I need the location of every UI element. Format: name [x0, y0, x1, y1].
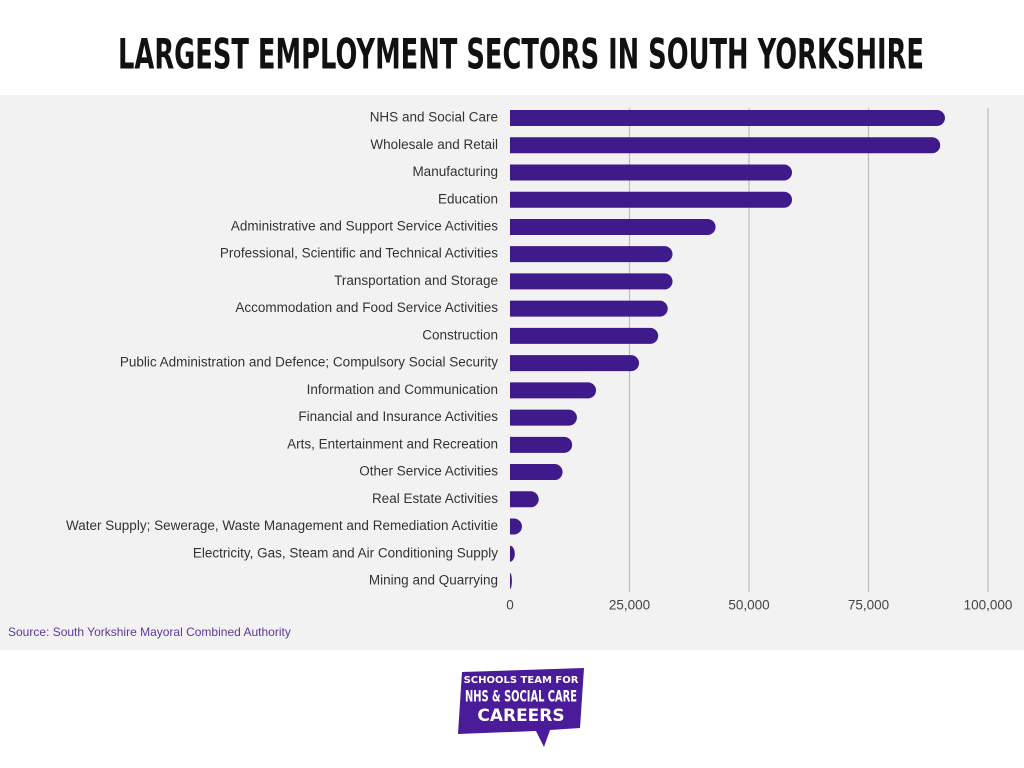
bar	[510, 382, 597, 399]
y-tick-label: Water Supply; Sewerage, Waste Management…	[66, 518, 498, 533]
bar	[510, 573, 512, 589]
logo: SCHOOLS TEAM FOR NHS & SOCIAL CARE CAREE…	[458, 668, 584, 747]
x-tick-label: 50,000	[728, 598, 769, 613]
bar	[510, 110, 945, 126]
logo-line: SCHOOLS TEAM FOR	[464, 675, 579, 686]
bar	[510, 436, 573, 453]
y-tick-label: Arts, Entertainment and Recreation	[287, 436, 498, 451]
bar	[510, 327, 659, 344]
y-tick-label: Real Estate Activities	[372, 491, 498, 506]
logo-badge	[458, 668, 584, 747]
bar	[510, 273, 673, 290]
bar	[510, 355, 640, 372]
bar	[510, 300, 668, 317]
bar	[510, 218, 716, 235]
y-tick-label: Public Administration and Defence; Compu…	[120, 355, 498, 370]
y-tick-label: Construction	[422, 327, 498, 342]
bar	[510, 545, 515, 562]
y-tick-label: Financial and Insurance Activities	[298, 409, 498, 424]
bar	[510, 137, 941, 154]
bar	[510, 191, 793, 208]
y-tick-label: Education	[438, 191, 498, 206]
bar	[510, 164, 793, 181]
chart-title: LARGEST EMPLOYMENT SECTORS IN SOUTH YORK…	[118, 30, 924, 79]
y-tick-label: Wholesale and Retail	[370, 137, 498, 152]
y-tick-label: Information and Communication	[307, 382, 498, 397]
bar	[510, 464, 563, 481]
bar	[510, 491, 539, 508]
x-tick-label: 0	[506, 598, 514, 613]
y-tick-label: Transportation and Storage	[334, 273, 498, 288]
source: Source: South Yorkshire Mayoral Combined…	[8, 625, 291, 639]
y-tick-label: Manufacturing	[412, 164, 498, 179]
bar	[510, 409, 577, 426]
y-tick-label: Professional, Scientific and Technical A…	[220, 246, 498, 261]
bar	[510, 246, 673, 263]
x-tick-label: 25,000	[609, 598, 650, 613]
y-tick-label: Electricity, Gas, Steam and Air Conditio…	[193, 545, 498, 560]
y-tick-label: Other Service Activities	[359, 464, 498, 479]
logo-line: CAREERS	[477, 706, 564, 726]
y-tick-label: Mining and Quarrying	[369, 573, 498, 588]
y-tick-label: Accommodation and Food Service Activitie…	[235, 300, 498, 315]
y-tick-label: Administrative and Support Service Activ…	[231, 219, 498, 234]
logo-line: NHS & SOCIAL CARE	[465, 687, 577, 706]
y-tick-label: NHS and Social Care	[370, 110, 498, 125]
x-tick-label: 100,000	[964, 598, 1013, 613]
x-tick-label: 75,000	[848, 598, 889, 613]
bar	[510, 518, 522, 535]
